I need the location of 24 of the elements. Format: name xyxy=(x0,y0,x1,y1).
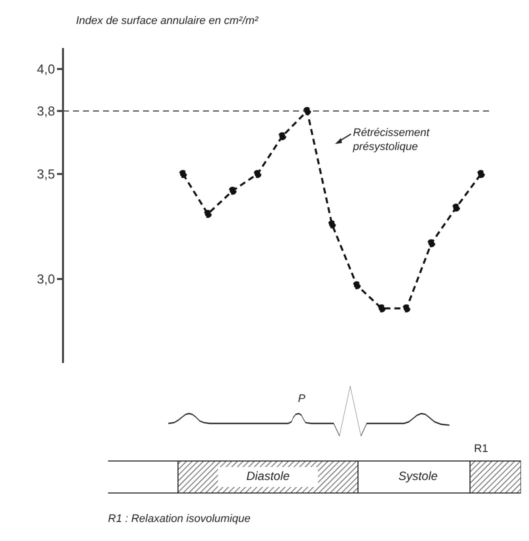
y-tick-label: 4,0 xyxy=(36,62,55,77)
point xyxy=(204,210,212,218)
text: R1 : Relaxation isovolumique xyxy=(108,513,250,525)
annotation: Rétrécissement présystolique xyxy=(353,126,431,154)
y-tick-label: 3,8 xyxy=(36,104,55,119)
point xyxy=(254,170,262,178)
point xyxy=(328,220,336,228)
point xyxy=(278,132,286,140)
point xyxy=(427,239,436,248)
point xyxy=(378,304,386,312)
text: P xyxy=(298,393,306,405)
point xyxy=(228,186,237,195)
point xyxy=(452,204,460,212)
text: R1 xyxy=(474,443,488,455)
point xyxy=(303,107,312,115)
point xyxy=(352,281,361,290)
text: Systole xyxy=(397,469,439,483)
y-tick-label: 3,0 xyxy=(36,272,55,287)
y-tick-label: 3,5 xyxy=(36,166,55,182)
point xyxy=(179,170,187,178)
point xyxy=(402,304,410,312)
y-axis-title: Index de surface annulaire en cm²/m² xyxy=(76,14,260,28)
point xyxy=(477,170,485,178)
text: Diastole xyxy=(245,469,291,483)
